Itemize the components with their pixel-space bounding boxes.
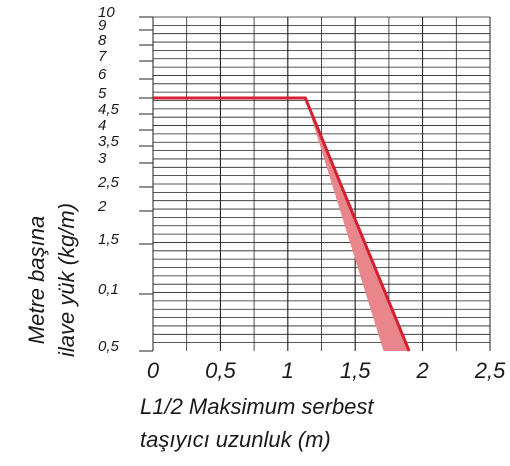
y-axis-label-group: Metre başına ilave yük (kg/m) — [24, 203, 79, 357]
y-tick-label: 2 — [97, 198, 107, 215]
x-tick-label: 1 — [282, 358, 294, 383]
x-tick-label: 1,5 — [340, 358, 371, 383]
y-tick-label: 2,5 — [97, 174, 120, 191]
y-tick-label: 3 — [98, 150, 107, 167]
load-line — [153, 96, 411, 352]
y-tick-label: 6 — [98, 66, 107, 83]
x-tick-label: 0,5 — [205, 358, 236, 383]
y-tick-label: 5 — [98, 85, 107, 102]
y-tick-label: 9 — [98, 17, 107, 34]
y-tick-label: 0,5 — [98, 338, 120, 355]
y-axis-label: ilave yük (kg/m) — [54, 203, 79, 357]
x-axis-label: taşıyıcı uzunluk (m) — [140, 427, 331, 452]
x-axis-label: L1/2 Maksimum serbest — [140, 394, 374, 419]
y-tick-label: 0,1 — [98, 281, 119, 298]
y-axis-label: Metre başına — [24, 216, 49, 344]
y-tick-label: 8 — [98, 32, 107, 49]
y-tick-label: 7 — [98, 48, 107, 65]
x-tick-label: 0 — [147, 358, 160, 383]
y-tick-label: 10 — [98, 4, 115, 21]
y-tick-label: 1,5 — [98, 231, 120, 248]
y-tick-label: 4 — [98, 117, 106, 134]
y-tick-label: 4,5 — [98, 101, 120, 118]
x-tick-label: 2,5 — [474, 358, 506, 383]
x-tick-label: 2 — [415, 358, 428, 383]
y-tick-label: 3,5 — [98, 133, 120, 150]
